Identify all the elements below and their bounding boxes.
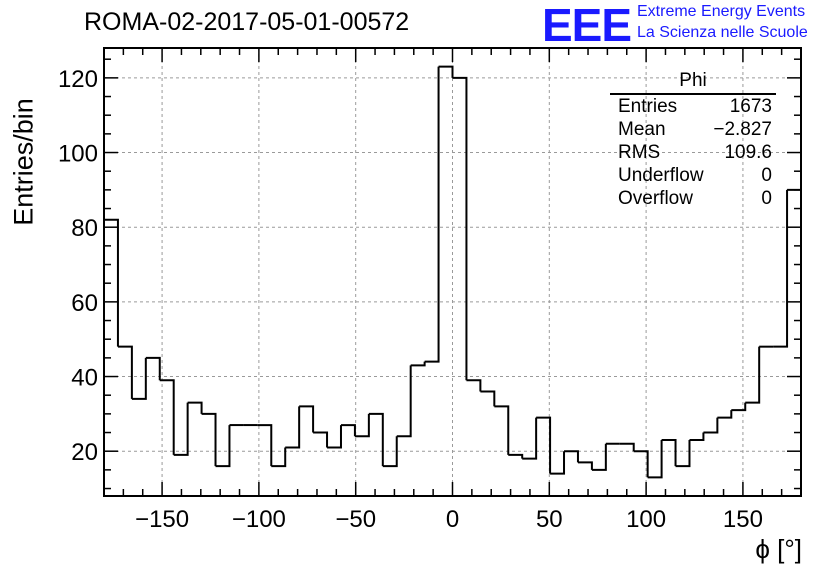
stats-value: 0 [761,188,772,209]
histogram-bin [564,450,579,463]
stats-box: Phi Entries 1673 Mean −2.827 RMS 109.6 U… [610,70,776,210]
x-tick-label: 150 [723,506,763,533]
stats-row-overflow: Overflow 0 [610,187,776,210]
histogram-bin [299,405,315,433]
stats-row-underflow: Underflow 0 [610,164,776,187]
histogram-bin [285,406,301,449]
histogram-bin [591,443,607,471]
histogram-bin [327,425,342,449]
logo-subtitle-2: La Scienza nelle Scuole [637,24,808,41]
histogram-bin [689,432,705,441]
stats-title: Phi [610,70,776,95]
histogram-bin [424,66,440,363]
histogram-bin [633,450,649,478]
histogram-bin [313,431,329,448]
histogram-bin [187,401,203,414]
histogram-bin [522,417,538,460]
x-axis-label: ϕ [°] [755,534,802,564]
y-tick-label: 20 [71,439,98,466]
histogram-bin [201,412,217,467]
y-axis-label-wrap: Entries/bin [4,98,44,226]
stats-label: Entries [618,96,678,117]
histogram-bin [550,451,566,475]
histogram-bin [661,439,677,467]
histogram-bin [410,361,426,367]
histogram-bin [773,189,789,348]
histogram-bin [703,417,719,434]
stats-label: Mean [618,119,666,140]
histogram-bin [745,346,761,404]
histogram-bin [731,402,747,412]
stats-value: 109.6 [724,142,772,163]
histogram-bin [466,379,482,392]
histogram-bin [647,440,663,479]
x-tick-label: −100 [232,506,286,533]
y-tick-label: 80 [71,215,98,242]
histogram-bin [145,356,161,381]
histogram-bin [117,345,133,399]
stats-row-mean: Mean −2.827 [610,118,776,141]
histogram-bin [438,65,454,78]
stats-label: RMS [618,142,661,163]
histogram-bin [508,453,524,459]
logo-subtitle-1: Extreme Energy Events [637,3,806,20]
histogram-bin [340,424,356,437]
histogram-bin [536,416,552,474]
histogram-bin [257,424,273,467]
histogram-bin [215,425,231,468]
histogram-bin [173,402,189,456]
histogram-bin [619,442,635,452]
stats-value: 1673 [729,96,772,117]
y-tick-label: 100 [58,141,98,168]
histogram-bin [382,436,398,468]
histogram-bin [577,461,593,470]
x-tick-label: −50 [335,506,376,533]
chart-title: ROMA-02-2017-05-01-00572 [84,8,410,36]
histogram-bin [480,390,496,407]
y-tick-label: 40 [71,365,98,392]
stats-row-rms: RMS 109.6 [610,141,776,164]
y-tick-label: 120 [58,66,98,93]
histogram-bin [396,365,412,438]
histogram-bin [131,357,147,400]
histogram-bin [159,379,175,455]
x-tick-label: 0 [446,506,459,533]
histogram-bin [104,218,119,347]
x-tick-label: 50 [536,506,563,533]
histogram-bin [271,447,287,468]
histogram-bin [354,413,370,438]
x-tick-label: 100 [626,506,666,533]
histogram-bin [368,412,384,467]
eee-logo: EEE [542,0,632,51]
y-tick-label: 60 [71,290,98,317]
histogram-bin [675,440,691,468]
histogram-bin [494,405,510,455]
stats-label: Underflow [618,165,704,186]
stats-label: Overflow [618,188,693,209]
y-axis-label: Entries/bin [8,98,39,226]
x-tick-label: −150 [135,506,189,533]
histogram-bin [452,76,468,381]
histogram-bin [717,410,733,419]
stats-value: −2.827 [713,119,772,140]
stats-row-entries: Entries 1673 [610,95,776,118]
stats-value: 0 [761,165,772,186]
